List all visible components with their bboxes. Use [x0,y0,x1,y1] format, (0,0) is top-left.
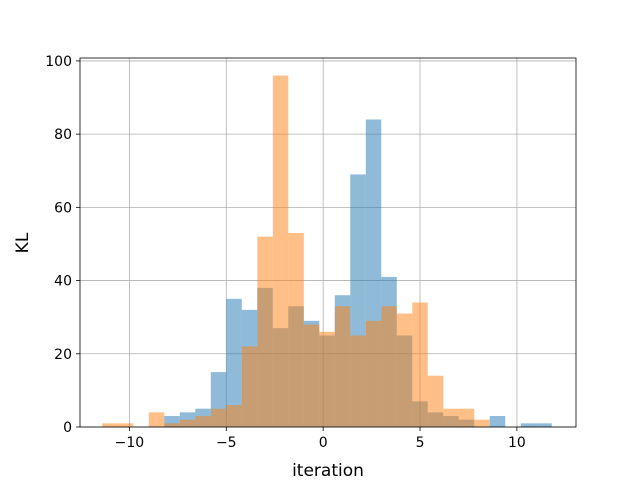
histogram-bar-series-1 [226,298,242,427]
x-tick-label: 10 [508,435,526,451]
histogram-bar-series-2 [365,320,382,427]
x-axis-ticks: −10 −5 0 5 10 [115,427,526,451]
histogram-bars [102,75,552,428]
histogram-bar-series-2 [148,412,165,427]
plot-frame [79,57,577,428]
histogram-bar-series-2 [164,423,180,427]
histogram-bar-series-1 [489,416,506,427]
histogram-bar-series-2 [303,324,320,427]
histogram-bar-series-2 [102,423,118,427]
histogram-bar-series-2 [474,419,490,427]
y-axis-ticks: 0 20 40 60 80 100 [45,54,80,436]
histogram-bar-series-2 [458,408,475,427]
x-tick-label: −5 [216,435,237,451]
y-axis-label: KL [13,232,33,253]
y-tick-label: 60 [54,200,72,216]
histogram-bar-series-2 [210,408,227,427]
x-tick-label: 0 [319,435,328,451]
histogram-bar-series-2 [396,313,413,427]
histogram-bar-series-2 [257,236,273,427]
histogram-bar-series-2 [319,331,335,427]
histogram-bar-series-2 [427,375,444,427]
histogram-bar-series-2 [195,416,211,427]
histogram-bar-series-2 [381,306,397,427]
histogram-bar-series-1 [164,416,180,427]
histogram-bar-series-2 [334,306,351,427]
histogram-bar-series-2 [443,408,459,427]
x-tick-label: 5 [416,435,425,451]
y-tick-label: 0 [63,420,72,436]
histogram-bar-series-2 [350,335,366,427]
histogram-bar-series-2 [412,302,428,427]
histogram-bar-series-2 [241,346,258,427]
x-tick-label: −10 [115,435,145,451]
y-tick-label: 40 [54,274,72,290]
y-tick-label: 20 [54,347,72,363]
histogram-bar-series-2 [288,232,304,427]
histogram-bar-series-2 [179,419,196,427]
histogram-bar-series-2 [117,423,134,427]
histogram-bar-series-1 [536,423,552,427]
histogram-bar-series-2 [226,405,242,427]
x-axis-label: iteration [292,461,364,480]
histogram-bar-series-2 [272,75,289,428]
histogram-bar-series-1 [520,423,537,427]
y-tick-label: 80 [54,127,72,143]
y-tick-label: 100 [45,54,72,70]
